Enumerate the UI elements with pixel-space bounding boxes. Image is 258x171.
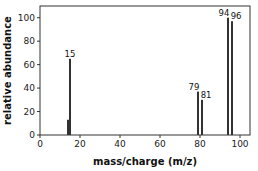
bars: [67, 18, 233, 135]
y-tick-label: 20: [24, 107, 36, 117]
x-tick: [240, 135, 241, 138]
y-tick: [37, 135, 40, 136]
x-tick-label: 0: [37, 139, 43, 149]
x-tick: [80, 135, 81, 138]
x-tick-label: 80: [194, 139, 206, 149]
y-tick-label: 100: [18, 13, 35, 23]
chart-svg: 0 20 40 60 80 100 0 20 40 60 80 100 mass/charge (m/z…: [0, 0, 258, 171]
peak-label: 96: [231, 11, 242, 21]
peak-bar: [197, 92, 199, 135]
y-tick: [37, 41, 40, 42]
x-tick: [160, 135, 161, 138]
peak-label: 94: [218, 8, 229, 18]
peak-bar: [69, 59, 71, 135]
x-tick-label: 40: [114, 139, 126, 149]
y-tick: [37, 111, 40, 112]
y-axis-label: relative abundance: [2, 16, 13, 125]
x-axis-label: mass/charge (m/z): [93, 156, 197, 167]
y-tick-label: 60: [24, 60, 36, 70]
x-tick-label: 100: [231, 139, 248, 149]
y-tick: [37, 64, 40, 65]
y-tick: [37, 17, 40, 18]
peak-bar: [67, 120, 69, 135]
y-tick: [37, 88, 40, 89]
peak-label: 15: [65, 49, 76, 59]
chart-container: 0 20 40 60 80 100 0 20 40 60 80 100 mass/charge (m/z…: [0, 0, 258, 171]
peak-label: 79: [188, 82, 199, 92]
peak-bar: [201, 100, 203, 135]
peak-bar: [231, 21, 233, 135]
x-tick-label: 20: [74, 139, 86, 149]
peak-label: 81: [201, 90, 212, 100]
x-tick: [120, 135, 121, 138]
plot-frame: [40, 6, 250, 135]
y-tick-label: 80: [24, 36, 36, 46]
x-tick-label: 60: [154, 139, 166, 149]
x-tick: [200, 135, 201, 138]
peak-bar: [227, 18, 229, 135]
y-tick-label: 0: [29, 130, 35, 140]
y-tick-label: 40: [24, 83, 36, 93]
